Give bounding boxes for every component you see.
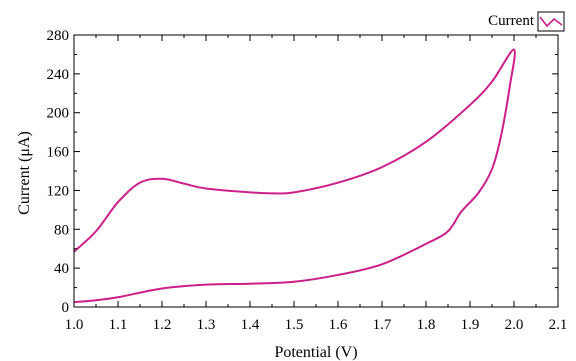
x-tick-label: 1.8: [417, 317, 436, 333]
x-tick-label: 2.1: [549, 317, 568, 333]
y-tick-label: 240: [47, 67, 70, 83]
legend-label-current: Current: [488, 13, 535, 29]
y-tick-label: 160: [47, 145, 70, 161]
x-tick-label: 1.5: [285, 317, 304, 333]
x-tick-label: 1.3: [197, 317, 216, 333]
legend-swatch: [537, 11, 565, 32]
series-line-current: [73, 48, 516, 304]
x-tick-label: 1.6: [329, 317, 348, 333]
y-tick-label: 280: [47, 28, 70, 44]
axes: [73, 34, 559, 308]
y-tick-label: 80: [54, 222, 69, 238]
y-axis-label: Current (μA): [16, 131, 33, 215]
legend: Current: [488, 11, 565, 32]
x-tick-label: 1.9: [461, 317, 480, 333]
x-tick-label: 2.0: [505, 317, 524, 333]
y-tick-label: 120: [47, 183, 70, 199]
x-tick-label: 1.2: [153, 317, 172, 333]
x-tick-label: 1.0: [65, 317, 84, 333]
plot-frame: [73, 34, 559, 308]
x-tick-label: 1.1: [109, 317, 128, 333]
x-tick-label: 1.4: [241, 317, 260, 333]
y-tick-label: 200: [47, 106, 70, 122]
y-tick-label: 40: [54, 261, 69, 277]
x-axis-label: Potential (V): [274, 344, 357, 361]
ticks: 1.0 1.1 1.2 1.3 1.4 1.5 1.6 1.7 1.8 1.9 2.0 2.1 0 40 8…: [47, 28, 568, 333]
y-tick-label: 0: [62, 300, 70, 316]
plot-area: [73, 48, 516, 304]
x-tick-label: 1.7: [373, 317, 392, 333]
